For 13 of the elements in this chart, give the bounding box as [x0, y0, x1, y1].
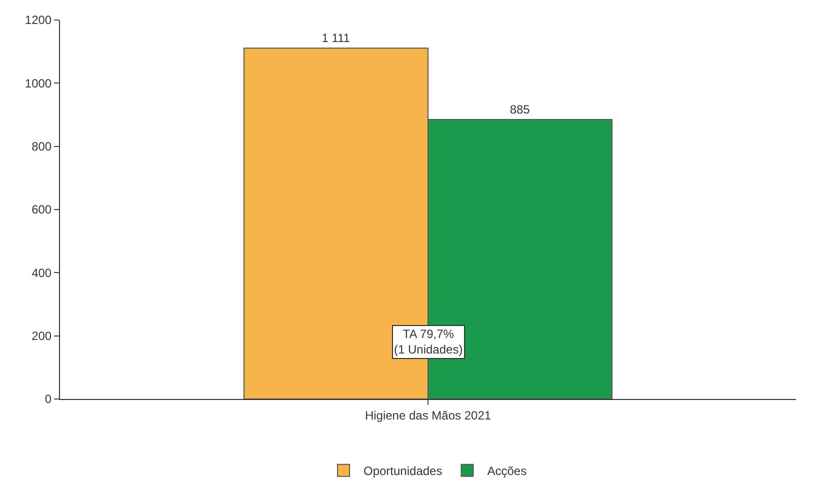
- y-tick-label: 600: [32, 202, 52, 217]
- legend-label: Oportunidades: [364, 464, 442, 478]
- y-tick-label: 200: [32, 329, 52, 344]
- y-tick-label: 1200: [24, 13, 52, 28]
- y-tick-label: 0: [44, 392, 52, 406]
- x-tick-label: Higiene das Mãos 2021: [364, 408, 492, 422]
- y-tick-label: 800: [32, 140, 52, 154]
- annotation: TA 79,7% (1 Unidades): [394, 327, 463, 357]
- data-label: 1 111: [322, 31, 350, 46]
- y-tick-label: 400: [32, 266, 52, 280]
- legend-label: Acções: [487, 464, 527, 478]
- data-label: 885: [510, 102, 530, 116]
- y-tick-label: 1000: [24, 76, 52, 90]
